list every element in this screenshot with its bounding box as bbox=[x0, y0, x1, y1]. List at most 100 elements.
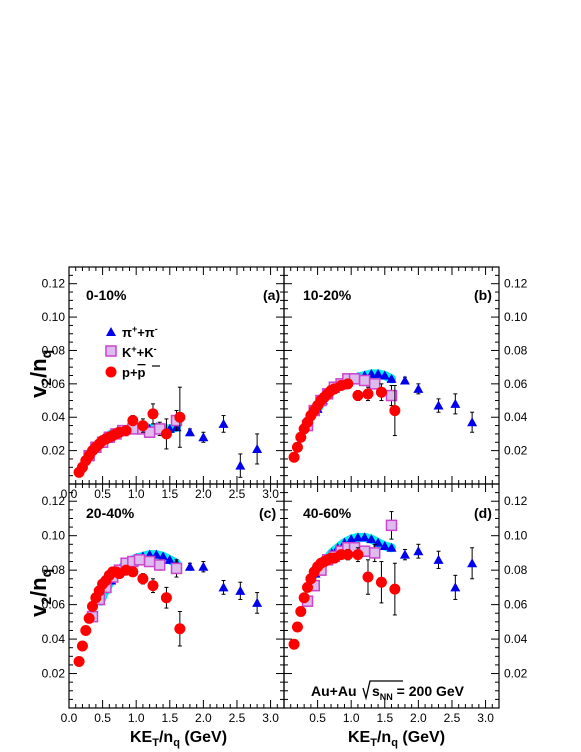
proton-point bbox=[342, 549, 354, 561]
proton-point bbox=[147, 580, 159, 592]
kaon-point bbox=[358, 374, 371, 387]
x-tick-label: 2.0 bbox=[195, 487, 212, 501]
panel-3: 0.5 1.0 1.5 2.0 2.5 3.0 0.02 0.04 0.06 0.08 0.10 0.… bbox=[283, 483, 528, 725]
pion-point bbox=[252, 597, 263, 607]
annotation-energy: sNN = 200 GeV bbox=[372, 683, 465, 702]
proton-point bbox=[160, 428, 172, 440]
panel-1: 0.02 0.04 0.06 0.08 0.10 0.12 10-20% (b) bbox=[283, 266, 528, 485]
y-tick-label: 0.08 bbox=[504, 343, 528, 357]
proton-point bbox=[76, 640, 88, 652]
pion-point bbox=[413, 383, 424, 393]
proton-point bbox=[389, 405, 401, 417]
pion-point bbox=[359, 532, 370, 542]
proton-point bbox=[375, 386, 387, 398]
series-circle bbox=[73, 564, 186, 667]
pion-point bbox=[252, 443, 263, 453]
proton-point bbox=[83, 612, 95, 624]
pion-point bbox=[399, 549, 410, 559]
proton-point bbox=[298, 592, 310, 604]
y-tick-label: 0.08 bbox=[42, 343, 66, 357]
annotation-system: Au+Au bbox=[311, 683, 357, 699]
kaon-point bbox=[385, 389, 398, 402]
pion-point bbox=[184, 561, 195, 571]
x-axis-label-right: KET/nq (GeV) bbox=[348, 729, 445, 749]
pion-point bbox=[433, 554, 444, 564]
y-tick-label: 0.06 bbox=[42, 377, 66, 391]
kaon-point bbox=[153, 559, 166, 571]
y-tick-label: 0.02 bbox=[504, 667, 528, 681]
kaon-point bbox=[368, 378, 381, 390]
x-tick-label: 1.0 bbox=[343, 711, 360, 725]
x-tick-label: 0.5 bbox=[94, 711, 111, 725]
proton-point bbox=[295, 431, 307, 443]
proton-point bbox=[288, 638, 300, 650]
pion-point bbox=[379, 541, 390, 551]
y-tick-label: 0.10 bbox=[504, 310, 528, 324]
pion-point bbox=[386, 542, 397, 552]
proton-point bbox=[362, 388, 374, 400]
y-tick-label: 0.10 bbox=[42, 529, 66, 543]
pion-point bbox=[235, 460, 246, 470]
centrality-label: 40-60% bbox=[303, 505, 352, 521]
y-tick-label: 0.12 bbox=[42, 277, 66, 291]
y-tick-label: 0.12 bbox=[504, 277, 528, 291]
proton-point bbox=[80, 624, 92, 636]
legend: π++π- K++K- p+p bbox=[105, 324, 160, 380]
pion-point bbox=[467, 417, 478, 427]
panel-tag: (b) bbox=[474, 287, 492, 303]
proton-point bbox=[352, 390, 364, 402]
legend-marker-kaon bbox=[105, 345, 117, 357]
proton-point bbox=[120, 425, 132, 437]
pion-point bbox=[158, 551, 169, 561]
panel-0: 0.0 0.5 1.0 1.5 2.0 2.5 3.00.020.040.060.080.1… bbox=[42, 266, 285, 501]
pion-point bbox=[450, 582, 461, 592]
proton-point bbox=[174, 411, 186, 423]
pion-point bbox=[450, 398, 461, 408]
y-axis-label-top: v2/nq bbox=[26, 350, 54, 398]
y-axis-label-bottom: v2/nq bbox=[26, 569, 54, 617]
y-tick-label: 0.04 bbox=[42, 632, 66, 646]
y-tick-label: 0.06 bbox=[504, 598, 528, 612]
proton-point bbox=[302, 581, 314, 593]
y-tick-label: 0.12 bbox=[42, 494, 66, 508]
pion-point bbox=[373, 368, 384, 378]
proton-point bbox=[160, 592, 172, 604]
x-tick-label: 0.5 bbox=[309, 711, 326, 725]
pion-point bbox=[467, 558, 478, 568]
proton-point bbox=[137, 573, 149, 585]
proton-point bbox=[362, 571, 374, 583]
kaon-point bbox=[368, 547, 381, 559]
panel-2: 0.0 0.5 1.0 1.5 2.0 2.5 3.0 0.02 0.04 0.06 0.08 0.1… bbox=[42, 483, 285, 725]
y-tick-label: 0.06 bbox=[42, 598, 66, 612]
series-circle bbox=[288, 378, 401, 463]
energy-annotation: Au+Au sNN = 200 GeV bbox=[311, 680, 465, 702]
pion-point bbox=[164, 554, 175, 564]
legend-label-proton: p+p bbox=[122, 365, 146, 380]
pion-point bbox=[184, 427, 195, 437]
x-tick-label: 3.0 bbox=[262, 487, 279, 501]
proton-point bbox=[87, 600, 99, 612]
proton-point bbox=[73, 655, 85, 667]
x-axis-label-left: KET/nq (GeV) bbox=[130, 729, 227, 749]
y-tick-label: 0.04 bbox=[504, 632, 528, 646]
y-tick-label: 0.12 bbox=[504, 494, 528, 508]
x-tick-label: 2.5 bbox=[229, 487, 246, 501]
panels-layer: 0.0 0.5 1.0 1.5 2.0 2.5 3.0 0.02 0.04 0.06 0.08 0.1… bbox=[42, 266, 528, 725]
y-tick-label: 0.08 bbox=[42, 563, 66, 577]
proton-point bbox=[291, 441, 303, 453]
series-circle bbox=[288, 547, 401, 650]
x-tick-label: 2.0 bbox=[410, 711, 427, 725]
pion-point bbox=[413, 546, 424, 556]
panel-tag: (c) bbox=[259, 505, 276, 521]
proton-point bbox=[375, 576, 387, 588]
legend-label-kaon: K++K- bbox=[122, 344, 157, 360]
pion-point bbox=[218, 582, 229, 592]
y-tick-label: 0.10 bbox=[42, 310, 66, 324]
pion-point bbox=[386, 373, 397, 383]
pion-point bbox=[433, 400, 444, 410]
x-tick-label: 2.5 bbox=[229, 711, 246, 725]
proton-point bbox=[174, 623, 186, 635]
legend-label-pion: π++π- bbox=[122, 324, 158, 340]
panel-tag: (a) bbox=[263, 287, 280, 303]
